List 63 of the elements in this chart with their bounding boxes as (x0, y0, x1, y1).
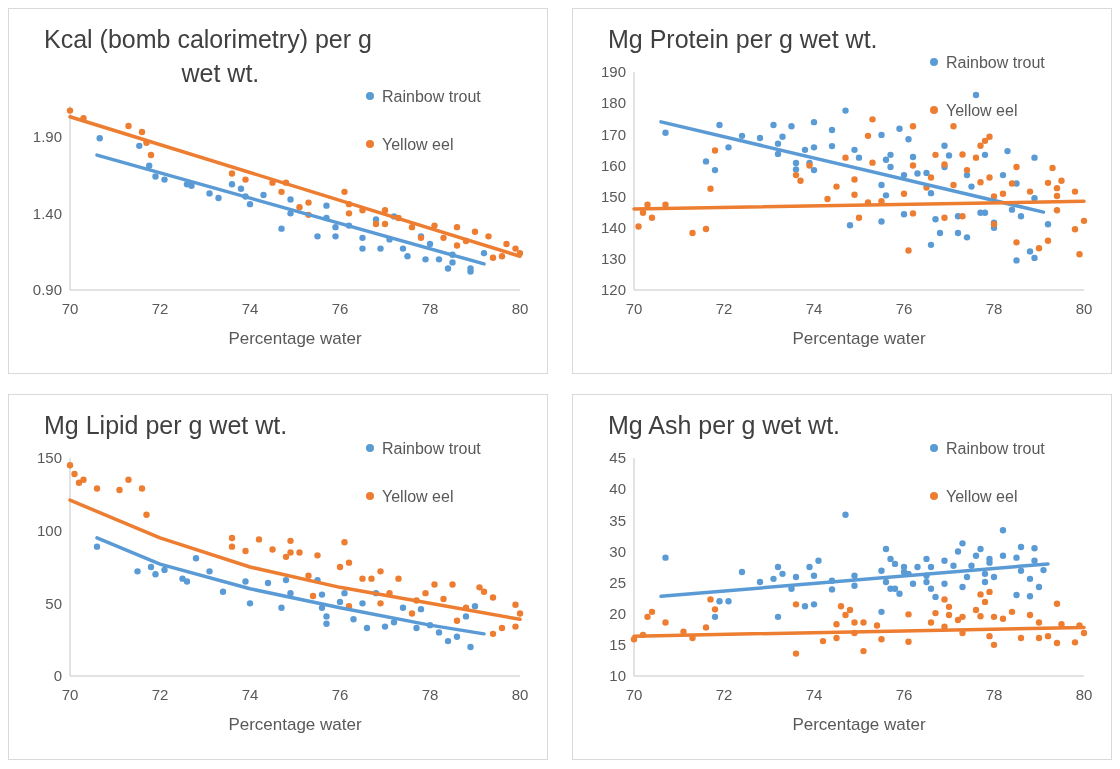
legend-label: Rainbow trout (382, 87, 482, 105)
legend-label: Yellow eel (946, 101, 1018, 119)
y-tick-label: 160 (600, 156, 626, 174)
x-tick-label: 74 (241, 300, 259, 317)
y-tick-label: 25 (609, 573, 626, 591)
x-tick-label: 76 (895, 300, 913, 317)
x-tick-label: 74 (805, 686, 823, 703)
chart-title: Kcal (bomb calorimetry) per g wet wt. (44, 25, 372, 87)
y-tick-label: 10 (609, 667, 626, 685)
y-tick-label: 35 (609, 511, 626, 529)
chart-title: Mg Lipid per g wet wt. (44, 411, 288, 439)
x-tick-label: 70 (625, 300, 643, 317)
y-tick-label: 50 (45, 594, 62, 612)
y-tick-label: 0 (53, 667, 62, 685)
y-tick-label: 170 (600, 125, 626, 143)
legend-label: Rainbow trout (946, 53, 1046, 71)
x-tick-label: 72 (151, 300, 169, 317)
x-axis-title: Percentage water (792, 329, 926, 348)
x-tick-label: 76 (895, 686, 913, 703)
y-tick-label: 45 (609, 449, 626, 467)
y-tick-label: 150 (600, 187, 626, 205)
x-tick-label: 78 (985, 300, 1003, 317)
y-tick-label: 15 (609, 636, 626, 654)
x-tick-label: 80 (1075, 300, 1093, 317)
y-tick-label: 20 (609, 604, 626, 622)
y-tick-label: 120 (600, 281, 626, 299)
y-tick-label: 40 (609, 480, 626, 498)
chart-title: Mg Ash per g wet wt. (608, 411, 841, 439)
x-tick-label: 72 (715, 300, 733, 317)
y-tick-label: 150 (36, 449, 62, 467)
y-tick-label: 190 (600, 63, 626, 81)
x-tick-label: 74 (805, 300, 823, 317)
x-tick-label: 72 (151, 686, 169, 703)
y-tick-label: 1.90 (32, 127, 62, 145)
x-axis-title: Percentage water (792, 715, 926, 734)
legend-label: Rainbow trout (946, 439, 1046, 457)
x-tick-label: 70 (625, 686, 643, 703)
x-tick-label: 70 (61, 686, 79, 703)
y-tick-label: 1.40 (32, 204, 62, 222)
x-tick-label: 70 (61, 300, 79, 317)
x-tick-label: 76 (331, 300, 349, 317)
x-axis-title: Percentage water (228, 715, 362, 734)
y-tick-label: 100 (36, 521, 62, 539)
x-tick-label: 78 (985, 686, 1003, 703)
y-tick-label: 0.90 (32, 281, 62, 299)
y-tick-label: 30 (609, 542, 626, 560)
x-tick-label: 74 (241, 686, 259, 703)
legend-label: Rainbow trout (382, 439, 482, 457)
chart-title: Mg Protein per g wet wt. (608, 25, 878, 53)
legend-label: Yellow eel (382, 135, 454, 153)
y-tick-label: 140 (600, 218, 626, 236)
x-tick-label: 72 (715, 686, 733, 703)
x-tick-label: 80 (511, 686, 529, 703)
y-tick-label: 180 (600, 94, 626, 112)
x-tick-label: 78 (421, 300, 439, 317)
x-tick-label: 80 (1075, 686, 1093, 703)
x-tick-label: 78 (421, 686, 439, 703)
x-axis-title: Percentage water (228, 329, 362, 348)
x-tick-label: 76 (331, 686, 349, 703)
legend-label: Yellow eel (382, 487, 454, 505)
x-tick-label: 80 (511, 300, 529, 317)
y-tick-label: 130 (600, 250, 626, 268)
legend-label: Yellow eel (946, 487, 1018, 505)
